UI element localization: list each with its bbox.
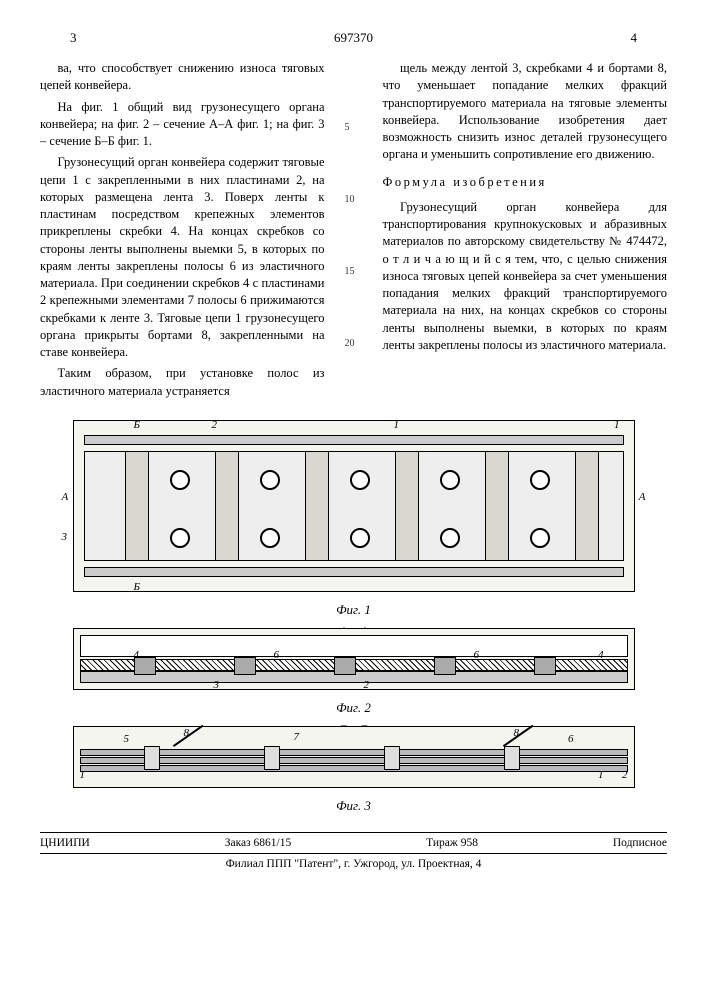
fig1-callout: 1 [394,419,400,431]
figure-1: Б 2 1 1 А А 3 Б [73,420,635,592]
fig2-callout: 3 [214,679,220,691]
fig1-bottom-rail [84,567,624,577]
fig1-strut [215,452,239,560]
fig1-callout: А [639,491,646,503]
fig2-callout: 6 [274,649,280,661]
footer-rule [40,853,667,854]
fig1-strut [305,452,329,560]
fig1-bolt [170,470,190,490]
figure-3-caption: Фиг. 3 [40,798,667,814]
para: На фиг. 1 общий вид грузонесущего органа… [40,99,325,151]
fig1-callout: А [62,491,69,503]
right-column: щель между лентой 3, скребками 4 и борта… [383,60,668,404]
left-column: ва, что способствует снижению износа тяг… [40,60,325,404]
fig2-callout: 6 [474,649,480,661]
fig2-scraper [434,657,456,675]
fig3-bar [80,749,628,756]
footer-address: Филиал ППП "Патент", г. Ужгород, ул. Про… [40,858,667,870]
line-number: 15 [345,266,355,277]
fig1-bolt [260,528,280,548]
page-number-left: 3 [70,30,77,46]
line-number: 10 [345,194,355,205]
fig3-callout: 1 [80,769,86,781]
formula-heading: Формула изобретения [383,174,668,191]
figure-2: 4 6 6 4 3 2 [73,628,635,690]
fig3-bar [80,757,628,764]
fig1-callout: 2 [212,419,218,431]
fig1-top-rail [84,435,624,445]
fig1-callout: Б [134,419,141,431]
figure-1-caption: Фиг. 1 [40,602,667,618]
footer-order: Заказ 6861/15 [225,837,292,849]
para: Грузонесущий орган конвейера содержит тя… [40,154,325,361]
document-number: 697370 [334,30,373,46]
line-number-gutter: 5 10 15 20 [345,60,363,404]
para: ва, что способствует снижению износа тяг… [40,60,325,95]
fig1-strut [395,452,419,560]
fig2-callout: 4 [598,649,604,661]
fig3-bar [80,765,628,772]
fig3-hub [144,746,160,770]
fig3-callout: 1 [598,769,604,781]
para: Грузонесущий орган конвейера для транспо… [383,199,668,354]
footer-org: ЦНИИПИ [40,837,90,849]
fig3-hub [504,746,520,770]
page-header: 3 697370 4 [40,30,667,54]
fig1-callout: Б [134,581,141,593]
fig1-callout: 1 [614,419,620,431]
fig1-bolt [530,528,550,548]
fig1-bolt [530,470,550,490]
fig3-callout: 8 [184,727,190,739]
footer-sub: Подписное [613,837,667,849]
para: щель между лентой 3, скребками 4 и борта… [383,60,668,164]
fig3-callout: 6 [568,733,574,745]
fig1-bolt [170,528,190,548]
fig3-callout: 7 [294,731,300,743]
para: Таким образом, при установке полос из эл… [40,365,325,400]
fig2-callout: 4 [134,649,140,661]
fig1-bolt [440,470,460,490]
figure-2-caption: Фиг. 2 [40,700,667,716]
fig1-strut [125,452,149,560]
fig3-callout: 2 [622,769,628,781]
fig1-bolt [440,528,460,548]
fig2-scraper [234,657,256,675]
fig2-callout: 2 [364,679,370,691]
fig1-callout: 3 [62,531,68,543]
fig3-hub [384,746,400,770]
text-columns: ва, что способствует снижению износа тяг… [40,60,667,404]
footer-rule [40,832,667,833]
figures-block: Б 2 1 1 А А 3 Б Фиг. 1 А – А [40,420,667,814]
fig2-scraper [534,657,556,675]
page-number-right: 4 [631,30,638,46]
fig3-callout: 5 [124,733,130,745]
fig1-bolt [350,528,370,548]
footer-tirazh: Тираж 958 [426,837,478,849]
page-footer: ЦНИИПИ Заказ 6861/15 Тираж 958 Подписное… [40,832,667,870]
line-number: 20 [345,338,355,349]
line-number: 5 [345,122,350,133]
figure-3: 1 5 8 7 8 6 1 2 [73,726,635,788]
fig2-belt [80,635,628,657]
fig1-bolt [260,470,280,490]
fig1-strut [575,452,599,560]
fig2-scraper [334,657,356,675]
fig1-body [84,451,624,561]
fig1-strut [485,452,509,560]
fig3-callout: 8 [514,727,520,739]
fig1-bolt [350,470,370,490]
fig3-hub [264,746,280,770]
